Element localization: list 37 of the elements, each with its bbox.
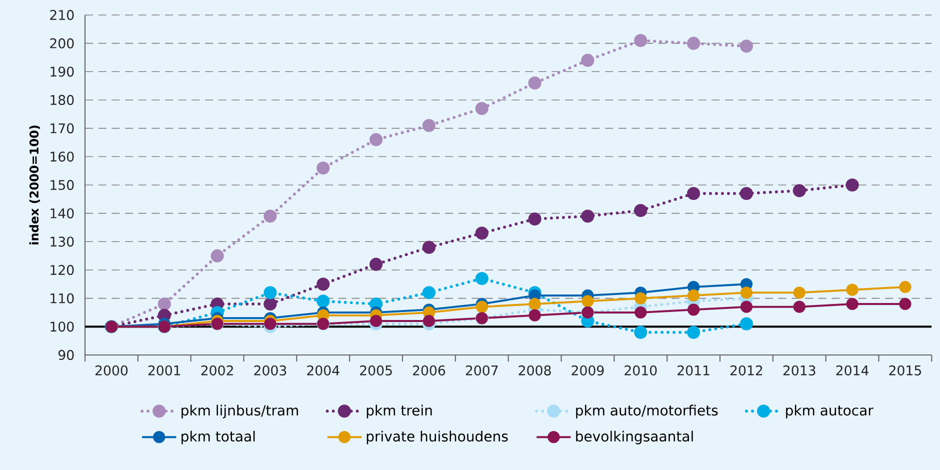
legend-label: pkm autocar [786, 404, 874, 418]
y-tick-label: 130 [50, 236, 74, 247]
y-tick-label: 140 [50, 208, 74, 218]
y-tick-label: 160 [50, 152, 74, 162]
y-tick-label: 120 [50, 264, 74, 276]
y-tick-label: 190 [50, 66, 74, 77]
y-tick-label: 210 [50, 10, 74, 20]
x-tick-label: 2009 [572, 365, 604, 376]
x-tick-label: 2002 [201, 365, 233, 376]
x-tick-label: 2001 [148, 365, 180, 376]
y-tick-label: 90 [58, 350, 74, 360]
y-tick-label: 110 [50, 293, 74, 304]
y-tick-label: 100 [50, 322, 74, 332]
x-tick-label: 2012 [730, 365, 762, 376]
x-tick-label: 2003 [254, 365, 286, 376]
legend-label: bevolkingsaantal [576, 430, 693, 444]
x-tick-label: 2000 [95, 365, 128, 376]
x-tick-label: 2006 [412, 365, 446, 376]
legend-label: private huishoudens [366, 430, 508, 444]
y-axis-title: index (2000=100) [29, 126, 40, 244]
legend-label: pkm totaal [182, 430, 255, 444]
x-tick-label: 2007 [466, 365, 498, 376]
x-tick-label: 2010 [624, 365, 657, 376]
y-tick-label: 150 [50, 180, 74, 190]
x-tick-label: 2004 [307, 365, 340, 376]
y-tick-label: 200 [50, 38, 74, 48]
x-tick-label: 2011 [678, 365, 710, 376]
legend-label: pkm trein [366, 404, 432, 418]
x-tick-label: 2014 [836, 365, 868, 376]
x-tick-label: 2015 [889, 365, 921, 376]
x-tick-label: 2013 [783, 365, 816, 376]
x-tick-label: 2008 [518, 365, 551, 376]
x-tick-label: 2005 [360, 365, 392, 376]
legend-label: pkm auto/motorfiets [576, 404, 718, 418]
legend-label: pkm lijnbus/tram [182, 404, 298, 418]
y-tick-label: 180 [50, 94, 74, 106]
y-tick-label: 170 [50, 123, 74, 134]
